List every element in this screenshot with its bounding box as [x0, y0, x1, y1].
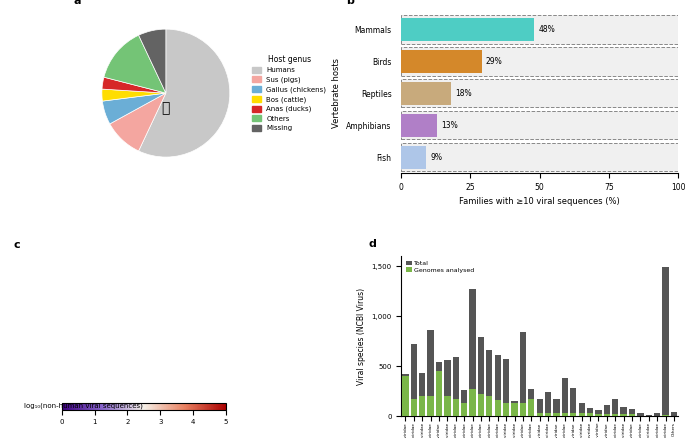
Bar: [461, 390, 467, 416]
Bar: [453, 357, 459, 416]
Text: 48%: 48%: [538, 25, 555, 34]
FancyBboxPatch shape: [401, 143, 678, 171]
Text: c: c: [14, 240, 20, 250]
Bar: [662, 267, 669, 416]
Y-axis label: Vertebrate hosts: Vertebrate hosts: [332, 58, 340, 128]
Bar: [528, 399, 534, 416]
Bar: [512, 401, 518, 416]
Bar: [553, 413, 560, 416]
Bar: [562, 378, 568, 416]
Bar: [520, 403, 526, 416]
Bar: [445, 396, 451, 416]
Bar: [512, 403, 518, 416]
Bar: [411, 344, 417, 416]
Bar: [603, 405, 610, 416]
Text: 13%: 13%: [441, 120, 458, 130]
Bar: [587, 413, 593, 416]
Bar: [436, 362, 442, 416]
Wedge shape: [102, 93, 166, 124]
Bar: [595, 410, 601, 416]
Bar: [612, 399, 619, 416]
Bar: [401, 145, 426, 169]
Bar: [469, 289, 475, 416]
Bar: [445, 360, 451, 416]
Bar: [562, 413, 568, 416]
Wedge shape: [138, 29, 166, 93]
Bar: [478, 337, 484, 416]
Bar: [453, 399, 459, 416]
Bar: [553, 399, 560, 416]
Bar: [427, 396, 434, 416]
Bar: [419, 373, 425, 416]
Bar: [629, 414, 635, 416]
Bar: [570, 388, 576, 416]
Bar: [646, 415, 652, 416]
Wedge shape: [138, 29, 230, 157]
Bar: [545, 413, 551, 416]
FancyBboxPatch shape: [401, 79, 678, 107]
Text: log₁₀(non-human viral sequences): log₁₀(non-human viral sequences): [24, 403, 143, 409]
Bar: [436, 371, 442, 416]
FancyBboxPatch shape: [401, 111, 678, 139]
Bar: [570, 413, 576, 416]
Bar: [469, 389, 475, 416]
Bar: [579, 403, 585, 416]
Bar: [621, 414, 627, 416]
Bar: [603, 414, 610, 416]
FancyBboxPatch shape: [401, 15, 678, 43]
Bar: [520, 332, 526, 416]
Wedge shape: [104, 35, 166, 93]
Bar: [579, 413, 585, 416]
Bar: [528, 389, 534, 416]
Bar: [595, 414, 601, 416]
Bar: [503, 403, 509, 416]
Y-axis label: Viral species (NCBI Virus): Viral species (NCBI Virus): [357, 288, 366, 385]
Bar: [545, 392, 551, 416]
Bar: [671, 412, 677, 416]
Bar: [402, 374, 408, 416]
Bar: [401, 81, 451, 105]
Wedge shape: [110, 93, 166, 151]
Bar: [401, 18, 534, 41]
Bar: [478, 394, 484, 416]
Text: ⬛: ⬛: [162, 101, 170, 115]
Bar: [401, 49, 482, 73]
Text: a: a: [73, 0, 81, 6]
Legend: Humans, Sus (pigs), Gallus (chickens), Bos (cattle), Anas (ducks), Others, Missi: Humans, Sus (pigs), Gallus (chickens), B…: [253, 55, 326, 131]
Bar: [654, 413, 660, 416]
Wedge shape: [102, 77, 166, 93]
Bar: [587, 408, 593, 416]
Bar: [621, 406, 627, 416]
Bar: [401, 113, 437, 137]
Bar: [536, 399, 543, 416]
Bar: [629, 409, 635, 416]
Bar: [495, 399, 501, 416]
Text: d: d: [368, 239, 376, 249]
Bar: [461, 403, 467, 416]
Text: b: b: [346, 0, 353, 6]
Text: 29%: 29%: [486, 57, 502, 66]
Bar: [402, 376, 408, 416]
Bar: [411, 399, 417, 416]
Text: 9%: 9%: [430, 152, 443, 162]
Bar: [637, 413, 643, 416]
Bar: [612, 414, 619, 416]
Bar: [495, 355, 501, 416]
Wedge shape: [102, 89, 166, 101]
FancyBboxPatch shape: [401, 47, 678, 75]
Bar: [503, 359, 509, 416]
Bar: [486, 396, 493, 416]
X-axis label: Families with ≥10 viral sequences (%): Families with ≥10 viral sequences (%): [460, 198, 620, 206]
Text: 18%: 18%: [456, 88, 472, 98]
Bar: [419, 396, 425, 416]
Bar: [427, 330, 434, 416]
Legend: Total, Genomes analysed: Total, Genomes analysed: [404, 259, 476, 274]
Bar: [662, 415, 669, 416]
Bar: [536, 413, 543, 416]
Bar: [486, 350, 493, 416]
